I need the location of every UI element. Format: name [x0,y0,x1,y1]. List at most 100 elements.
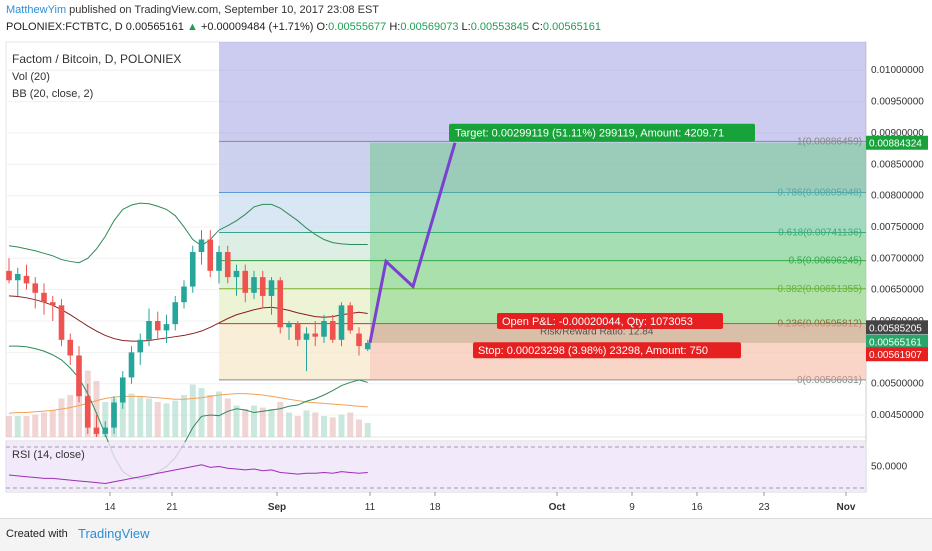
fib-label: 0(0.00506031) [797,375,862,386]
author-link[interactable]: MatthewYim [6,4,67,16]
x-tick-label: 11 [365,502,376,513]
candle-body [277,280,284,328]
footer-bar: Created with TradingView [0,518,932,551]
low-label: L: [461,21,471,33]
projection-path [368,142,457,344]
y-tick-label: 0.00450000 [871,410,924,421]
volume-bar [233,405,240,437]
symbol-ohlc-line: POLONIEX:FCTBTC, D 0.00565161 ▲ +0.00009… [6,21,601,33]
candle-body [364,342,371,350]
fib-label: 0.5(0.00696245) [789,256,862,267]
volume-bar [102,402,109,437]
volume-bar [356,419,362,437]
volume-bar [146,398,152,437]
fib-label: 0.618(0.00741136) [778,228,862,239]
volume-bar [58,398,65,437]
volume-bar [216,391,222,437]
volume-bar [347,412,354,437]
y-tick-label: 0.00800000 [871,191,924,202]
volume-bar [181,395,187,437]
volume-bar [277,402,284,437]
volume-bar [329,417,336,437]
y-tick-label: 0.00900000 [871,128,924,139]
price-tag [866,135,928,150]
y-tick-label: 0.01000000 [871,65,924,76]
candle-body [207,239,214,271]
fib-zone [219,260,866,289]
candle-body [128,352,135,378]
publish-line: MatthewYim published on TradingView.com,… [6,4,379,16]
y-tick-label: 0.00500000 [871,379,924,390]
candle-body [102,427,109,434]
price-tag-label: 0.00585205 [869,323,922,334]
close-label: C: [531,21,543,33]
bb-lower-line [9,345,368,480]
created-with-text: Created with [6,528,68,540]
price-chart[interactable]: 1(0.00886459) 0.786(0.00805048) 0.618(0.00… [0,0,932,518]
position-target-zone [370,142,866,343]
volume-bar [41,412,47,437]
candle-body [224,252,231,278]
volume-bar [242,409,249,437]
y-tick-label: 0.00950000 [871,97,924,108]
pnl-label: Open P&L: -0.00020044, Qty: 1073053 [502,316,693,328]
y-tick-label: 0.00750000 [871,222,924,233]
price-tag [866,347,928,362]
legend-bollinger: BB (20, close, 2) [12,88,93,100]
volume-bar [23,416,30,437]
rsi-axis-label: 50.0000 [871,462,908,473]
candle-body [93,427,100,434]
candle-body [294,324,301,340]
x-tick-label: 18 [429,502,441,513]
change-arrow-icon: ▲ [186,21,198,33]
candle-body [84,396,91,428]
volume-bar [207,395,214,437]
candle-body [137,339,144,353]
price-tag-label: 0.00884324 [869,139,922,150]
candle-body [146,321,152,340]
volume-bar [303,410,310,437]
candle-body [286,324,292,328]
low-value: 0.00553845 [470,21,529,33]
candle-body [23,275,30,284]
candle-body [172,302,179,325]
tradingview-brand-link[interactable]: TradingView [78,526,150,541]
volume-bar [32,414,39,437]
fib-label: 0.236(0.00595812) [777,319,862,330]
candle-body [32,283,39,293]
volume-bar [251,405,257,437]
volume-ma-line [8,393,368,414]
volume-bar [364,423,371,437]
volume-bar [224,398,231,437]
y-tick-label: 0.00850000 [871,159,924,170]
x-tick-label: Oct [549,502,566,513]
open-label: O: [316,21,329,33]
x-tick-label: Nov [837,502,856,513]
candle-body [347,305,354,331]
x-tick-label: 23 [758,502,770,513]
legend-rsi: RSI (14, close) [12,449,85,461]
close-value: 0.00565161 [542,21,602,33]
x-tick-label: 16 [691,502,703,513]
x-tick-label: 9 [629,502,635,513]
volume-bar [312,412,319,437]
volume-bar [286,412,292,437]
rsi-band [6,442,866,491]
volume-bar [128,393,135,437]
candle-body [303,333,310,340]
candle-body [242,270,249,293]
candle-body [268,280,275,296]
y-tick-label: 0.00650000 [871,285,924,296]
candle-body [189,252,196,287]
target-label: Target: 0.00299119 (51.11%) 299119, Amou… [455,128,724,140]
volume-bar [172,400,179,437]
position-stop-zone [370,324,866,343]
candle-body [154,321,161,331]
candle-body [233,270,240,278]
volume-bar [259,407,266,437]
candle-body [251,277,257,293]
candle-body [163,324,170,331]
candle-body [329,321,336,340]
volume-bar [321,416,327,437]
x-tick-label: 21 [166,502,178,513]
